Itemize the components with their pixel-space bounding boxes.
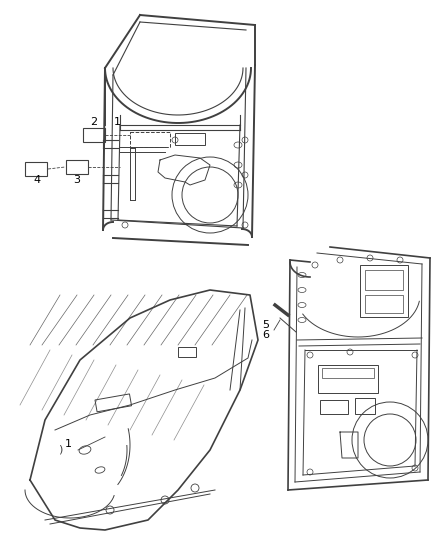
- Text: 5: 5: [262, 320, 269, 330]
- Bar: [66, 160, 88, 174]
- Bar: [25, 162, 47, 176]
- Bar: [130, 132, 170, 147]
- Bar: [318, 365, 378, 393]
- Bar: [175, 133, 205, 145]
- Bar: [360, 265, 408, 317]
- Bar: [178, 347, 196, 357]
- Text: ): ): [58, 445, 62, 455]
- Text: 6: 6: [262, 330, 269, 340]
- Bar: [322, 368, 374, 378]
- Text: 3: 3: [74, 175, 81, 185]
- Bar: [365, 270, 403, 290]
- Bar: [355, 398, 375, 414]
- Text: 4: 4: [33, 175, 41, 185]
- Bar: [95, 394, 131, 412]
- Bar: [365, 295, 403, 313]
- Text: 1: 1: [113, 117, 120, 127]
- Text: 2: 2: [90, 117, 98, 127]
- Bar: [320, 400, 348, 414]
- Bar: [83, 128, 105, 142]
- Text: 1: 1: [64, 439, 71, 449]
